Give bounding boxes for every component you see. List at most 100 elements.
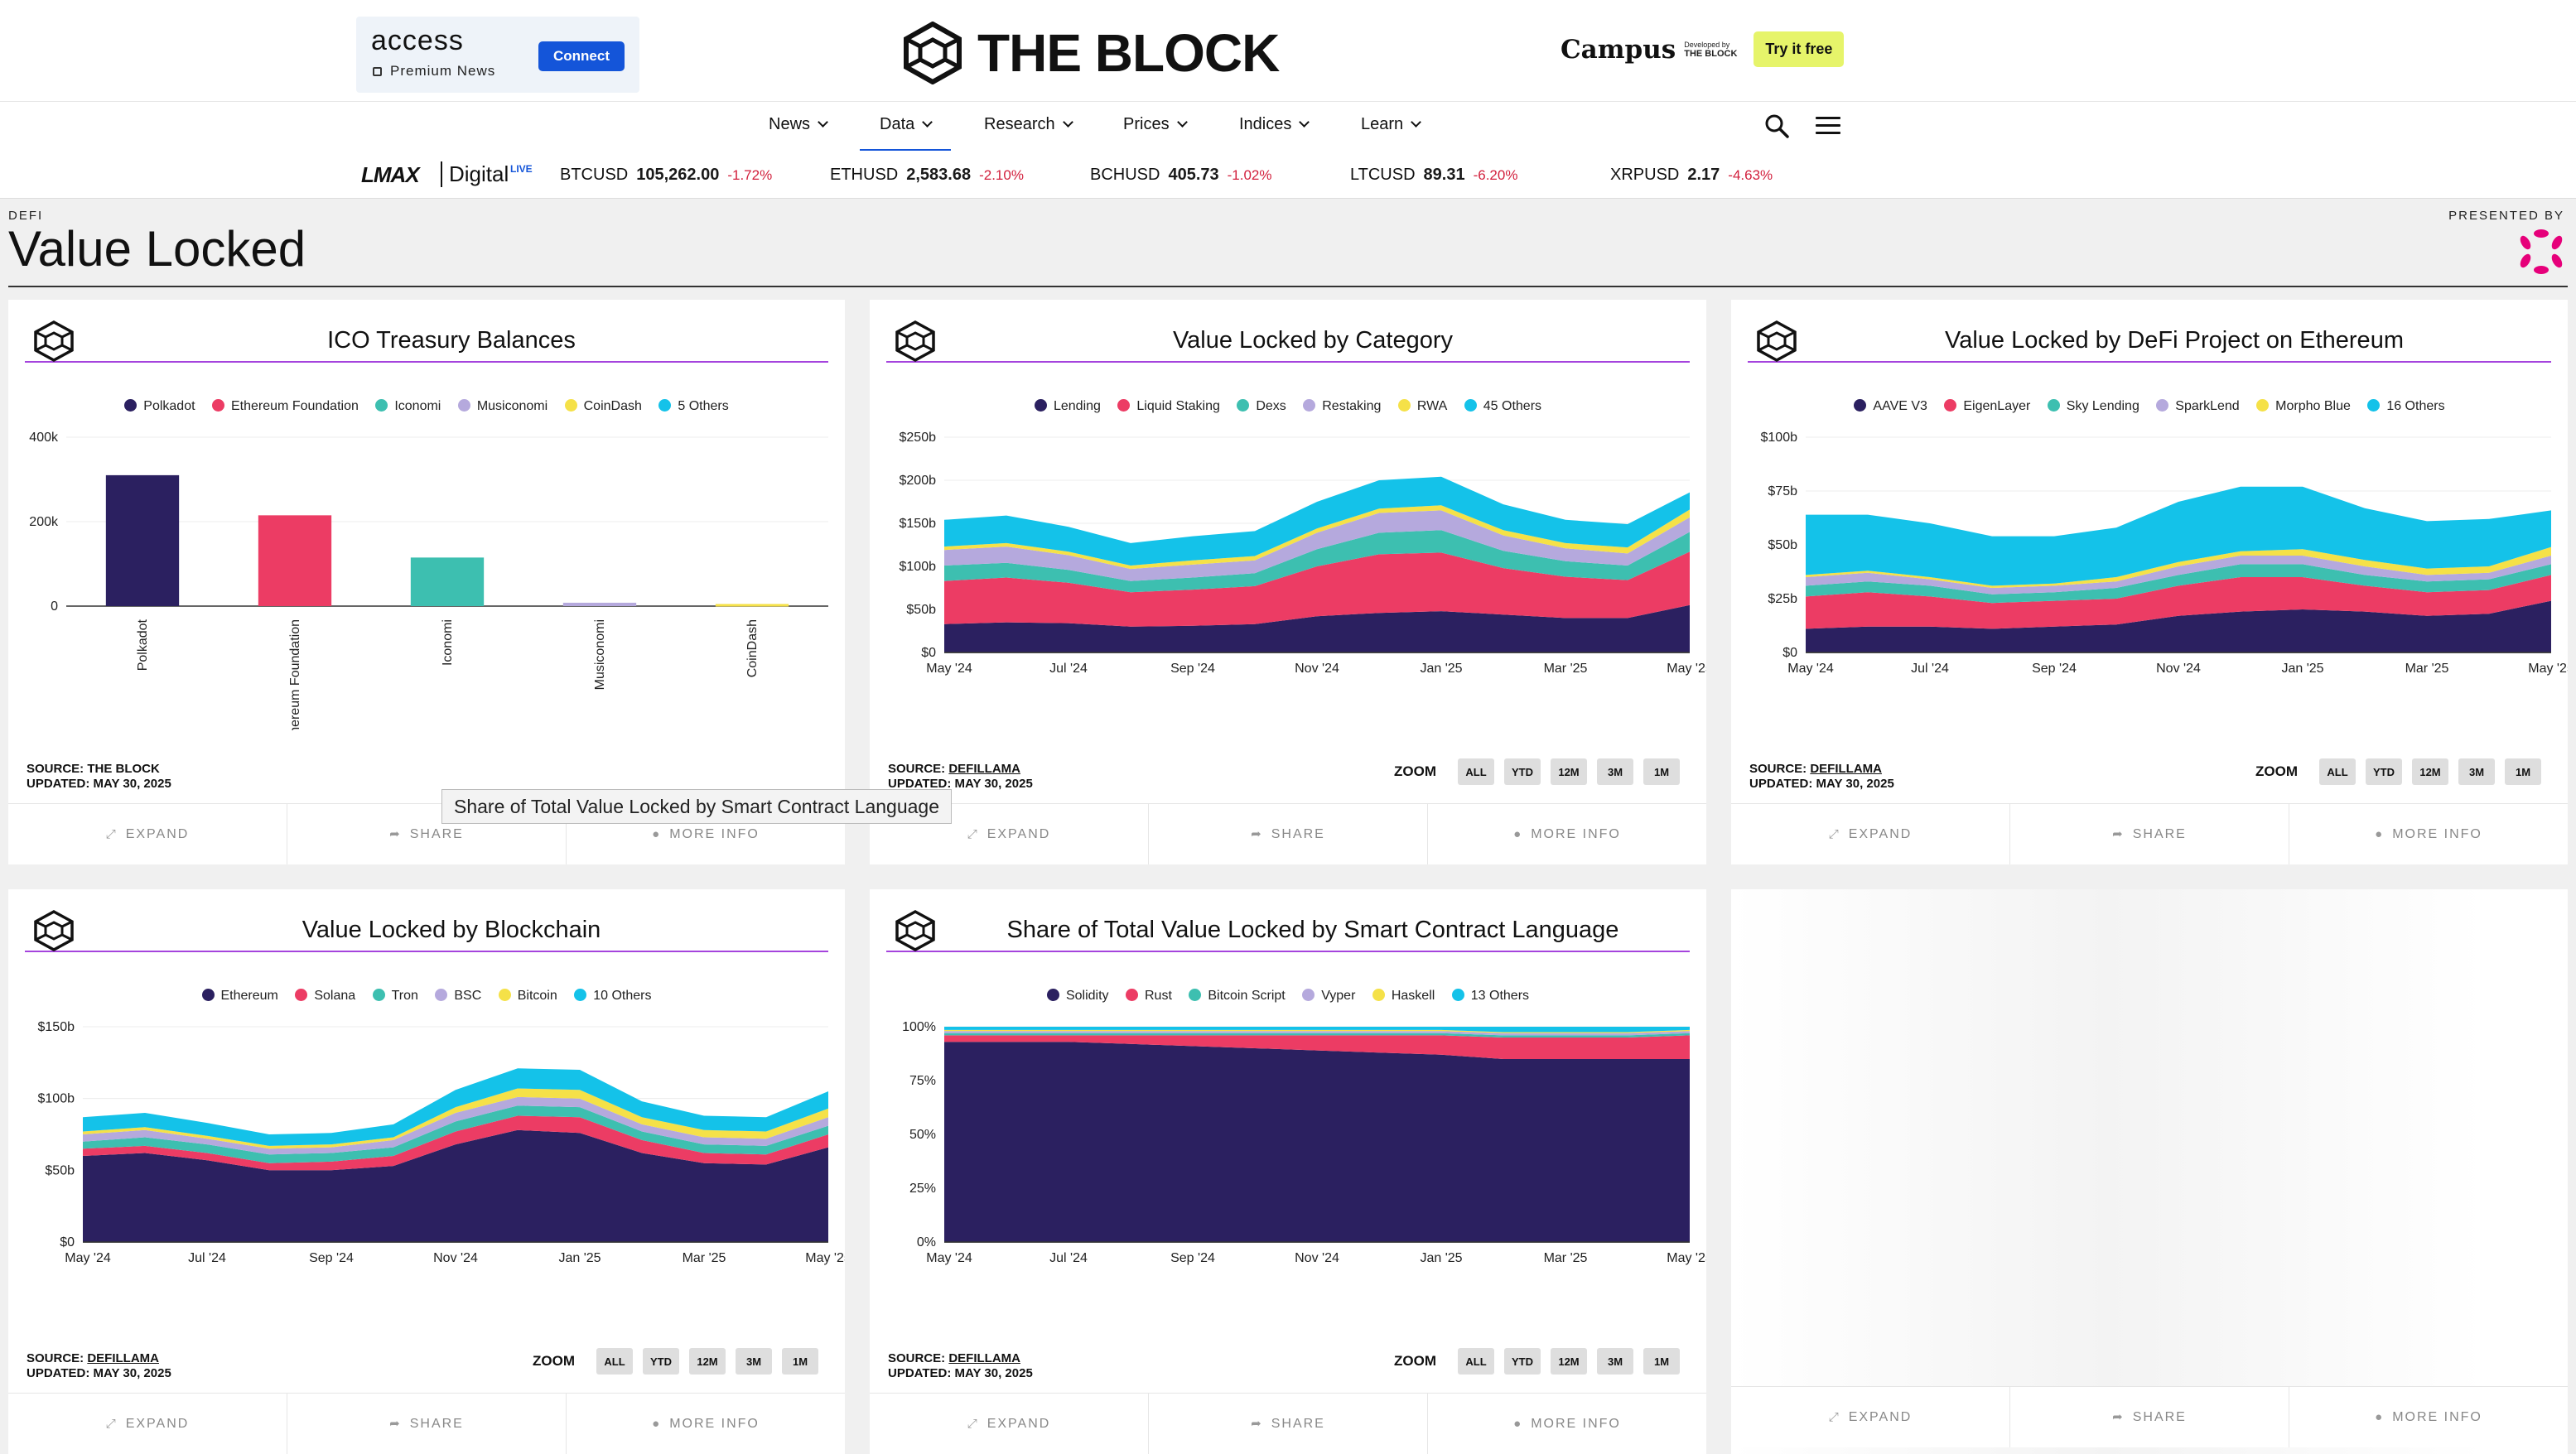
share-button[interactable]: ➦ SHARE [2010,1387,2289,1447]
legend-item[interactable]: Musiconomi [457,399,548,414]
nav-item-news[interactable]: News [769,115,828,152]
legend-item[interactable]: Liquid Staking [1117,399,1220,414]
legend-item[interactable]: Morpho Blue [2256,399,2351,414]
more-info-button[interactable]: ● MORE INFO [2289,1387,2568,1447]
zoom-1m-button[interactable]: 1M [1643,1348,1680,1375]
ticker-item-bchusd[interactable]: BCHUSD 405.73 -1.02% [1090,166,1272,184]
legend-item[interactable]: Solidity [1046,989,1109,1004]
legend-item[interactable]: Tron [372,989,418,1004]
zoom-all-button[interactable]: ALL [2319,758,2356,785]
zoom-12m-button[interactable]: 12M [2412,758,2448,785]
legend-item[interactable]: 10 Others [574,989,651,1004]
legend-item[interactable]: 13 Others [1451,989,1529,1004]
zoom-ytd-button[interactable]: YTD [1504,758,1541,785]
chart-card-by-blockchain: Value Locked by Blockchain Ethereum Sola… [8,889,845,1454]
nav-item-prices[interactable]: Prices [1123,115,1188,152]
more-info-button[interactable]: ● MORE INFO [567,1394,845,1454]
legend-item[interactable]: Restaking [1303,399,1381,414]
hamburger-menu-icon[interactable] [1816,117,1840,137]
ticker-item-btcusd[interactable]: BTCUSD 105,262.00 -1.72% [560,166,773,184]
nav-item-indices[interactable]: Indices [1239,115,1310,152]
more-info-button[interactable]: ● MORE INFO [2289,804,2568,864]
x-tick-label: Jul '24 [1911,662,1949,676]
legend-item[interactable]: Iconomi [375,399,441,414]
zoom-ytd-button[interactable]: YTD [643,1348,679,1375]
zoom-12m-button[interactable]: 12M [689,1348,726,1375]
legend-item[interactable]: Lending [1034,399,1101,414]
legend-item[interactable]: EigenLayer [1944,399,2030,414]
legend-item[interactable]: BSC [435,989,481,1004]
the-block-logo-icon [34,910,74,951]
zoom-12m-button[interactable]: 12M [1551,1348,1587,1375]
more-info-button[interactable]: ● MORE INFO [1428,1394,1706,1454]
site-logo[interactable]: THE BLOCK [903,20,1280,86]
expand-button[interactable]: ⤢ EXPAND [8,804,287,864]
source-link[interactable]: DEFILLAMA [1810,762,1882,776]
share-button[interactable]: ➦ SHARE [287,804,567,864]
share-button[interactable]: ➦ SHARE [1149,1394,1428,1454]
legend-item[interactable]: Haskell [1372,989,1435,1004]
category-label[interactable]: DEFI [8,209,44,223]
legend-item[interactable]: Vyper [1302,989,1355,1004]
legend-item[interactable]: Dexs [1237,399,1286,414]
expand-button[interactable]: ⤢ EXPAND [1731,804,2010,864]
more-info-button[interactable]: ● MORE INFO [1428,804,1706,864]
access-premium-ad[interactable]: access Premium News Connect [356,17,639,93]
legend-item[interactable]: Sky Lending [2047,399,2139,414]
zoom-3m-button[interactable]: 3M [2458,758,2495,785]
share-button[interactable]: ➦ SHARE [1149,804,1428,864]
legend-item[interactable]: RWA [1397,399,1447,414]
zoom-3m-button[interactable]: 3M [1597,1348,1633,1375]
nav-item-research[interactable]: Research [984,115,1073,152]
source-link[interactable]: DEFILLAMA [87,1351,159,1365]
zoom-ytd-button[interactable]: YTD [2366,758,2402,785]
y-tick-label: 100% [902,1020,936,1034]
legend-item[interactable]: 16 Others [2367,399,2445,414]
expand-button[interactable]: ⤢ EXPAND [8,1394,287,1454]
sponsor-logo-icon[interactable] [2518,229,2564,275]
legend-item[interactable]: Ethereum Foundation [212,399,359,414]
legend-item[interactable]: 45 Others [1464,399,1541,414]
share-button[interactable]: ➦ SHARE [287,1394,567,1454]
zoom-1m-button[interactable]: 1M [1643,758,1680,785]
expand-button[interactable]: ⤢ EXPAND [1731,1387,2010,1447]
ticker-item-ltcusd[interactable]: LTCUSD 89.31 -6.20% [1350,166,1518,184]
legend-item[interactable]: Rust [1126,989,1172,1004]
legend-item[interactable]: SparkLend [2156,399,2240,414]
legend-item[interactable]: CoinDash [564,399,642,414]
zoom-12m-button[interactable]: 12M [1551,758,1587,785]
ticker-item-ethusd[interactable]: ETHUSD 2,583.68 -2.10% [830,166,1024,184]
zoom-all-button[interactable]: ALL [1458,758,1494,785]
card-footer: ⤢ EXPAND ➦ SHARE ● MORE INFO [870,803,1706,864]
nav-item-data[interactable]: Data [860,115,952,152]
zoom-1m-button[interactable]: 1M [782,1348,818,1375]
card-title: Value Locked by Blockchain [301,917,601,943]
source-link[interactable]: DEFILLAMA [948,1351,1020,1365]
legend-item[interactable]: AAVE V3 [1854,399,1927,414]
campus-ad[interactable]: Campus Developed by THE BLOCK Try it free [1561,31,1845,67]
expand-button[interactable]: ⤢ EXPAND [870,1394,1149,1454]
ticker-item-xrpusd[interactable]: XRPUSD 2.17 -4.63% [1610,166,1773,184]
connect-button[interactable]: Connect [538,41,625,71]
try-it-free-button[interactable]: Try it free [1754,31,1845,67]
share-button[interactable]: ➦ SHARE [2010,804,2289,864]
source-link[interactable]: DEFILLAMA [948,762,1020,776]
zoom-3m-button[interactable]: 3M [736,1348,772,1375]
chart-legend: Lending Liquid Staking Dexs Restaking RW… [870,399,1706,414]
zoom-all-button[interactable]: ALL [596,1348,633,1375]
nav-item-learn[interactable]: Learn [1361,115,1422,152]
legend-item[interactable]: Bitcoin [498,989,557,1004]
zoom-all-button[interactable]: ALL [1458,1348,1494,1375]
legend-item[interactable]: 5 Others [658,399,729,414]
expand-button[interactable]: ⤢ EXPAND [870,804,1149,864]
zoom-ytd-button[interactable]: YTD [1504,1348,1541,1375]
legend-item[interactable]: Solana [295,989,355,1004]
zoom-3m-button[interactable]: 3M [1597,758,1633,785]
more-info-button[interactable]: ● MORE INFO [567,804,845,864]
legend-item[interactable]: Polkadot [124,399,195,414]
search-icon[interactable] [1764,113,1789,138]
zoom-1m-button[interactable]: 1M [2505,758,2541,785]
legend-item[interactable]: Ethereum [201,989,278,1004]
area-series [944,1042,1690,1242]
legend-item[interactable]: Bitcoin Script [1189,989,1286,1004]
